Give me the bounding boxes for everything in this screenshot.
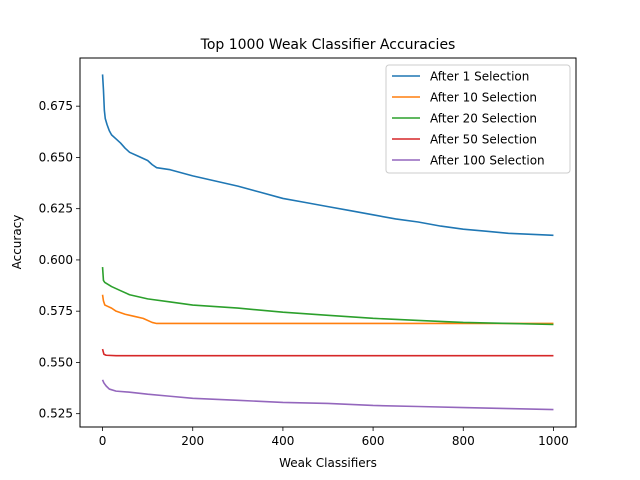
x-tick-label: 0 (99, 434, 107, 448)
y-tick-label: 0.625 (39, 202, 73, 216)
x-tick-label: 1000 (538, 434, 569, 448)
x-tick-label: 400 (271, 434, 294, 448)
y-tick-label: 0.600 (39, 253, 73, 267)
series-line-4 (101, 348, 554, 357)
x-tick-label: 200 (181, 434, 204, 448)
legend-label-3: After 20 Selection (430, 112, 537, 126)
legend-box (385, 64, 571, 174)
legend: After 1 Selection After 10 Selection After… (385, 64, 571, 174)
chart-title: Top 1000 Weak Classifier Accuracies (200, 37, 456, 53)
series-line-3 (101, 267, 554, 326)
y-tick-label: 0.650 (39, 150, 73, 164)
series-layer (101, 74, 554, 411)
legend-label-2: After 10 Selection (430, 91, 537, 105)
legend-label-4: After 50 Selection (430, 133, 537, 147)
x-tick-label: 600 (362, 434, 385, 448)
x-axis-title: Weak Classifiers (279, 456, 377, 470)
x-tick-label: 800 (452, 434, 475, 448)
y-tick-label: 0.675 (39, 99, 73, 113)
series-line-5 (101, 379, 554, 411)
y-tick-label: 0.550 (39, 355, 73, 369)
y-tick-label: 0.525 (39, 407, 73, 421)
y-tick-label: 0.575 (39, 304, 73, 318)
y-axis: 0.525 0.550 0.575 0.600 0.625 0.650 0.675 (39, 99, 80, 421)
legend-label-1: After 1 Selection (430, 70, 529, 84)
x-axis: 0 200 400 600 800 1000 (99, 427, 569, 448)
plot-frame (79, 57, 577, 428)
series-line-2 (101, 294, 554, 325)
series-line-1 (101, 74, 554, 237)
y-axis-title: Accuracy (10, 215, 24, 270)
legend-label-5: After 100 Selection (430, 154, 545, 168)
